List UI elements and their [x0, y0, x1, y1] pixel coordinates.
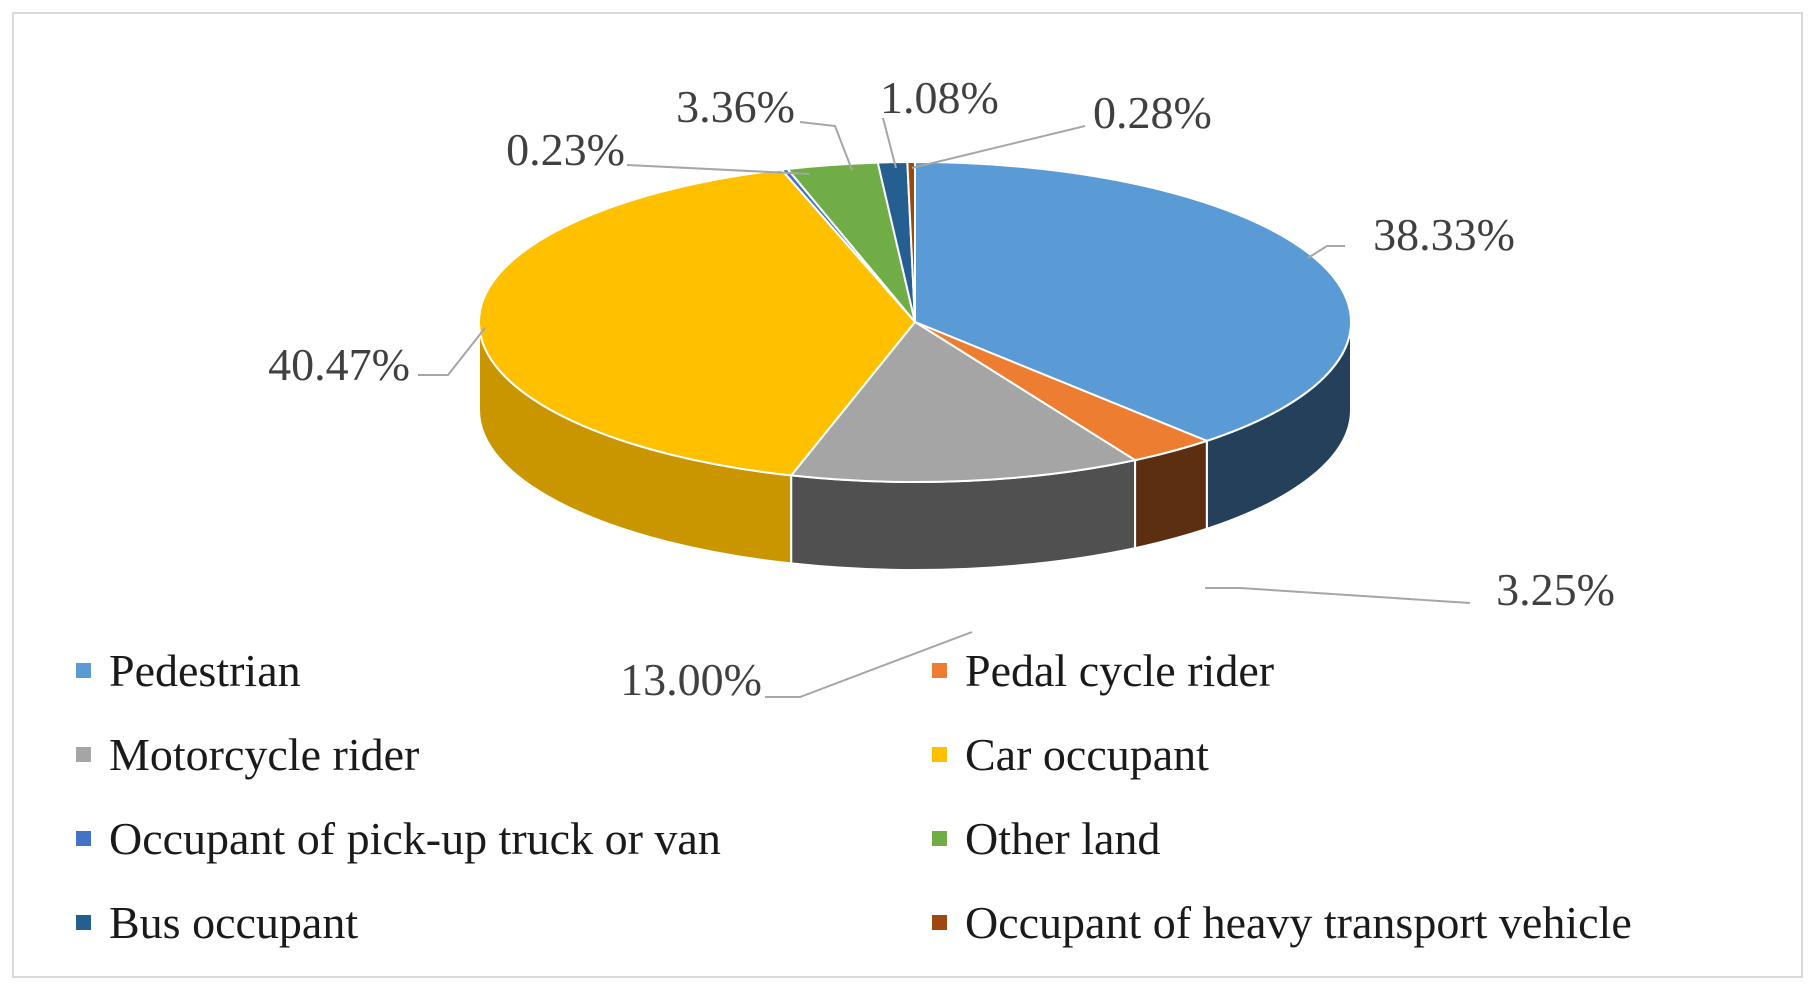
leader-line-pedal-cycle-rider: [1205, 587, 1471, 604]
data-label-motorcycle-rider: 13.00%: [620, 654, 762, 705]
legend-item-pickup-van: Occupant of pick-up truck or van: [76, 808, 932, 868]
legend-item-heavy-transport: Occupant of heavy transport vehicle: [932, 892, 1776, 952]
pie-slice-pedestrian: [914, 160, 1352, 442]
legend-label: Other land: [965, 812, 1161, 864]
data-label-occupant-of-heavy-transport-vehicle: 0.28%: [1093, 87, 1212, 138]
legend-label: Motorcycle rider: [109, 728, 420, 780]
legend-item-pedestrian: Pedestrian: [76, 640, 932, 700]
data-label-occupant-of-pick-up-truck-or-van: 0.23%: [506, 124, 625, 175]
legend-label: Bus occupant: [109, 896, 359, 948]
legend-item-car-occupant: Car occupant: [932, 724, 1776, 784]
legend-swatch: [76, 662, 91, 678]
legend-swatch: [932, 662, 947, 678]
legend-swatch: [76, 746, 91, 762]
leader-line-pedestrian: [1307, 245, 1345, 259]
legend-label: Pedestrian: [109, 644, 301, 696]
legend-label: Occupant of pick-up truck or van: [109, 812, 721, 864]
legend-item-other-land: Other land: [932, 808, 1776, 868]
legend-swatch: [76, 830, 91, 846]
pie-slice-occupant-of-heavy-transport-vehicle: [906, 160, 916, 323]
leader-line-occupant-of-heavy-transport-vehicle: [911, 125, 1086, 169]
legend-item-bus-occupant: Bus occupant: [76, 892, 932, 952]
pie-slice-car-occupant: [478, 168, 917, 477]
legend-label: Occupant of heavy transport vehicle: [965, 896, 1632, 948]
legend-swatch: [932, 746, 947, 762]
pie-slice-motorcycle-rider: [789, 320, 1138, 483]
legend-item-motorcycle-rider: Motorcycle rider: [76, 724, 932, 784]
data-label-pedal-cycle-rider: 3.25%: [1496, 564, 1615, 615]
leader-line-occupant-of-pick-up-truck-or-van: [626, 164, 811, 175]
legend-swatch: [932, 830, 947, 846]
leader-line-motorcycle-rider: [765, 631, 973, 698]
leader-line-car-occupant: [418, 327, 486, 376]
legend-label: Pedal cycle rider: [965, 644, 1275, 696]
data-label-other-land: 3.36%: [676, 81, 795, 132]
legend-swatch: [76, 914, 91, 930]
legend: Pedestrian Pedal cycle rider Motorcycle …: [76, 640, 1776, 952]
leader-line-bus-occupant: [882, 117, 897, 169]
legend-item-pedal-cycle-rider: Pedal cycle rider: [932, 640, 1776, 700]
data-label-bus-occupant: 1.08%: [880, 72, 999, 123]
leader-line-other-land: [799, 121, 853, 171]
data-label-car-occupant: 40.47%: [268, 339, 410, 390]
legend-swatch: [932, 914, 947, 930]
data-label-pedestrian: 38.33%: [1373, 209, 1515, 260]
legend-label: Car occupant: [965, 728, 1209, 780]
